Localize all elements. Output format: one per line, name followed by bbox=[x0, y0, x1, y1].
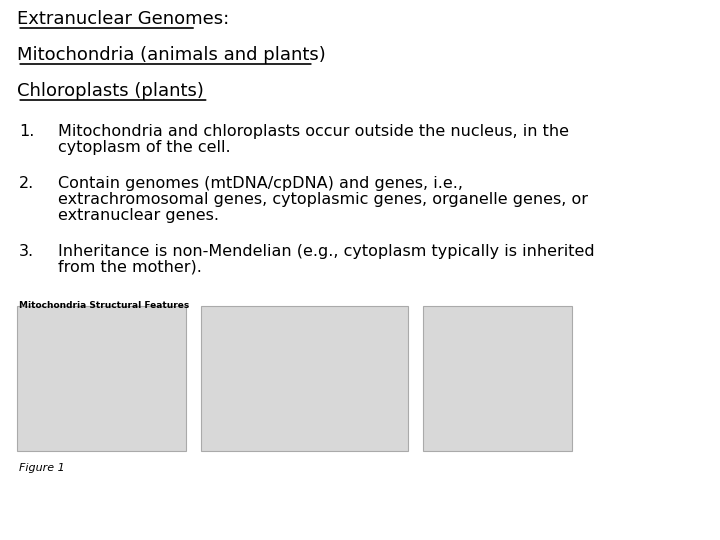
Text: cytoplasm of the cell.: cytoplasm of the cell. bbox=[58, 140, 230, 155]
Text: 1.: 1. bbox=[19, 124, 35, 139]
Text: Inheritance is non-Mendelian (e.g., cytoplasm typically is inherited: Inheritance is non-Mendelian (e.g., cyto… bbox=[58, 244, 595, 259]
Text: Mitochondria and chloroplasts occur outside the nucleus, in the: Mitochondria and chloroplasts occur outs… bbox=[58, 124, 569, 139]
Text: Mitochondria (animals and plants): Mitochondria (animals and plants) bbox=[17, 46, 326, 64]
FancyBboxPatch shape bbox=[17, 306, 186, 451]
Text: Figure 1: Figure 1 bbox=[19, 463, 65, 473]
Text: Extranuclear Genomes:: Extranuclear Genomes: bbox=[17, 10, 230, 28]
FancyBboxPatch shape bbox=[423, 306, 572, 451]
Text: extranuclear genes.: extranuclear genes. bbox=[58, 208, 219, 223]
Text: Chloroplasts (plants): Chloroplasts (plants) bbox=[17, 82, 204, 100]
FancyBboxPatch shape bbox=[201, 306, 408, 451]
Text: from the mother).: from the mother). bbox=[58, 260, 202, 275]
Text: Mitochondria Structural Features: Mitochondria Structural Features bbox=[19, 301, 189, 310]
Text: 3.: 3. bbox=[19, 244, 35, 259]
Text: Contain genomes (mtDNA/cpDNA) and genes, i.e.,: Contain genomes (mtDNA/cpDNA) and genes,… bbox=[58, 176, 463, 191]
Text: extrachromosomal genes, cytoplasmic genes, organelle genes, or: extrachromosomal genes, cytoplasmic gene… bbox=[58, 192, 588, 207]
Text: 2.: 2. bbox=[19, 176, 35, 191]
